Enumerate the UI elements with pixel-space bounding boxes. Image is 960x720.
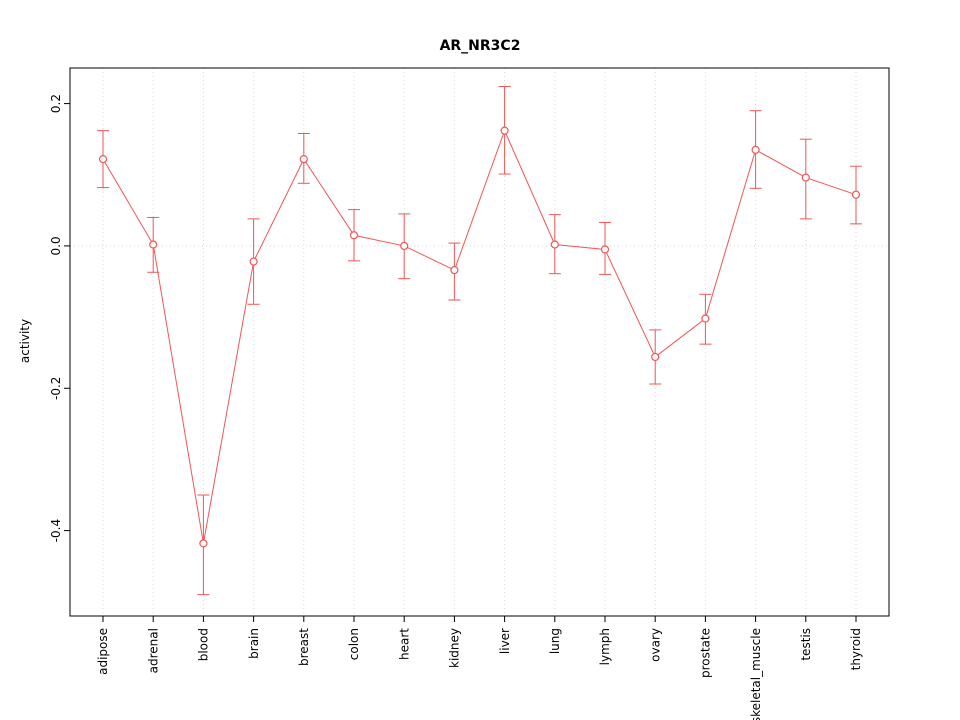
data-point-marker: [600, 245, 610, 254]
data-point-marker: [701, 314, 710, 323]
grid: [70, 68, 889, 616]
data-point-marker: [550, 240, 559, 249]
chart-title: AR_NR3C2: [439, 38, 521, 54]
error-bars: [97, 86, 862, 596]
data-line: [102, 129, 857, 544]
data-point-marker: [651, 352, 660, 362]
y-tick-label: 0.2: [49, 94, 63, 113]
x-tick-label: ovary: [648, 628, 662, 662]
x-tick-label: colon: [347, 628, 361, 660]
y-tick-label: -0.2: [49, 377, 63, 400]
x-tick-label: thyroid: [849, 628, 863, 670]
y-axis: 0.2 0.0 -0.2 -0.4: [49, 94, 70, 542]
x-tick-label: lymph: [598, 628, 612, 665]
x-axis: adipose adrenal blood brain breast colon heart…: [96, 616, 863, 720]
data-point-marker: [450, 266, 459, 275]
x-tick-label: brain: [247, 628, 261, 659]
data-point-marker: [400, 241, 409, 251]
x-tick-label: skeletal_muscle: [749, 628, 763, 720]
x-tick-label: adrenal: [146, 628, 160, 673]
y-tick-label: -0.4: [49, 519, 63, 542]
x-tick-label: heart: [397, 628, 411, 660]
y-tick-label: 0.0: [49, 236, 63, 255]
data-point-marker: [500, 126, 509, 135]
data-point-marker: [149, 240, 158, 249]
x-tick-label: liver: [498, 628, 512, 654]
data-point-marker: [249, 257, 258, 266]
data-point-marker: [349, 231, 359, 240]
x-tick-label: prostate: [699, 628, 713, 678]
data-point-marker: [751, 145, 760, 154]
data-point-marker: [199, 539, 208, 548]
data-point-marker: [299, 154, 308, 164]
y-axis-label: activity: [18, 318, 32, 364]
x-tick-label: kidney: [448, 628, 462, 668]
data-points: [98, 126, 861, 548]
x-tick-label: breast: [297, 628, 311, 666]
x-tick-label: adipose: [96, 628, 110, 675]
data-point-marker: [801, 173, 810, 182]
data-point-marker: [98, 154, 108, 164]
plot-border: [69, 67, 890, 617]
x-tick-label: lung: [548, 628, 562, 654]
x-tick-label: blood: [197, 628, 211, 661]
data-point-marker: [851, 190, 861, 199]
x-tick-label: testis: [799, 628, 813, 661]
